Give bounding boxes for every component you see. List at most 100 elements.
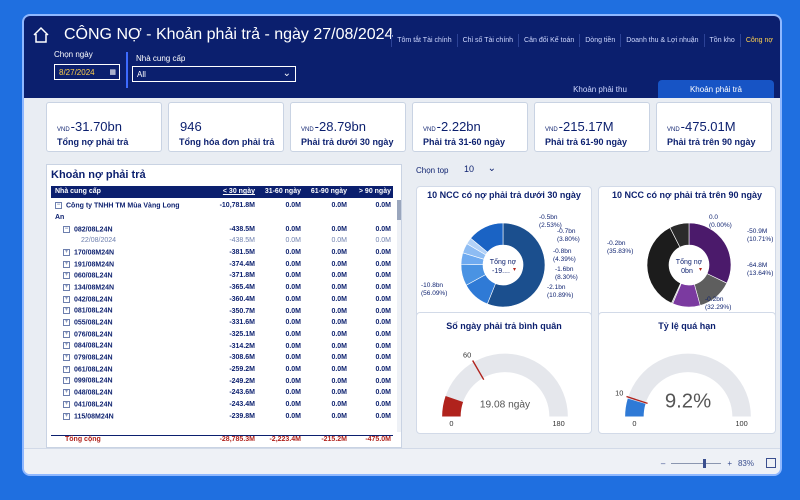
zoom-slider[interactable] [671, 459, 722, 468]
kpi-caption: Phải trả 61-90 ngày [545, 137, 628, 147]
row-name: 099/08L24N [74, 377, 113, 385]
row-name: An [55, 214, 65, 222]
table-scrollbar[interactable] [397, 200, 401, 432]
slice-label: -0.7bn (3.80%) [557, 228, 580, 243]
fit-to-page-icon[interactable] [766, 458, 776, 468]
table-row[interactable]: −082/08L24N -438.5M 0.0M 0.0M 0.0M [51, 223, 393, 235]
expand-icon[interactable]: + [63, 295, 70, 303]
row-value: 0.0M [375, 249, 391, 257]
table-row[interactable]: +076/08L24N -325.1M 0.0M 0.0M 0.0M [51, 329, 393, 341]
donut-center-label: Tổng nợ [676, 258, 703, 266]
donut-under-30-title: 10 NCC có nợ phải trả dưới 30 ngày [427, 190, 581, 200]
nav-tab[interactable]: Chỉ số Tài chính [456, 34, 518, 47]
table-row[interactable]: +048/08L24N -243.6M 0.0M 0.0M 0.0M [51, 387, 393, 399]
row-name-cell: +134/08M24N [51, 283, 207, 291]
table-row[interactable]: − Công ty TNHH TM Mùa Vàng Long -10,781.8M… [51, 200, 393, 212]
slice-label: -10.8bn (56.09%) [421, 282, 447, 297]
table-row[interactable]: 22/08/2024 -438.5M 0.0M 0.0M 0.0M [51, 235, 393, 247]
table-row[interactable]: +099/08L24N -249.2M 0.0M 0.0M 0.0M [51, 375, 393, 387]
date-picker[interactable]: 8/27/2024 ▦ [54, 64, 120, 80]
expand-icon[interactable]: + [63, 389, 70, 397]
row-value: 0.0M [331, 389, 347, 397]
row-name: 22/08/2024 [81, 237, 117, 245]
row-name: 082/08L24N [74, 225, 113, 233]
expand-icon[interactable]: + [63, 330, 70, 338]
table-row[interactable]: +055/08L24N -331.6M 0.0M 0.0M 0.0M [51, 317, 393, 329]
col-31-60[interactable]: 31-60 ngày [264, 188, 301, 195]
gauge-fill[interactable] [625, 398, 646, 417]
row-value: 0.0M [331, 272, 347, 280]
gauge-max-label: 180 [552, 419, 564, 428]
table-row[interactable]: +079/08L24N -308.6M 0.0M 0.0M 0.0M [51, 352, 393, 364]
total-31-60: -2,223.4M [269, 436, 301, 443]
nav-tab[interactable]: Công nợ [739, 34, 778, 47]
home-icon[interactable] [32, 26, 50, 44]
donut-over-90-chart[interactable]: Tổng nợ 0bn -0.2bn (35.83%) 0.0 (0.00%) -50.9M… [599, 187, 777, 327]
kpi-card: VND-31.70bn Tổng nợ phải trả [46, 102, 162, 152]
zoom-in-button[interactable]: + [727, 459, 732, 468]
table-row[interactable]: +081/08L24N -350.7M 0.0M 0.0M 0.0M [51, 305, 393, 317]
expand-icon[interactable]: + [63, 400, 70, 408]
table-row[interactable]: +191/08M24N -374.4M 0.0M 0.0M 0.0M [51, 258, 393, 270]
table-row[interactable]: +170/08M24N -381.5M 0.0M 0.0M 0.0M [51, 247, 393, 259]
table-row[interactable]: +060/08L24N -371.8M 0.0M 0.0M 0.0M [51, 270, 393, 282]
col-supplier[interactable]: Nhà cung cấp [55, 188, 101, 195]
row-value: 0.0M [331, 365, 347, 373]
col-over-90[interactable]: > 90 ngày [358, 188, 391, 195]
gauge-overdue-chart[interactable]: 10 9.2% 0 100 [599, 313, 777, 435]
topn-select[interactable]: 10 ⌄ [464, 163, 496, 178]
expand-icon[interactable]: + [63, 307, 70, 315]
table-row[interactable]: +115/08M24N -239.8M 0.0M 0.0M 0.0M [51, 410, 393, 422]
row-value: -365.4M [229, 284, 255, 292]
row-value: 0.0M [331, 284, 347, 292]
table-row[interactable]: +084/08L24N -314.2M 0.0M 0.0M 0.0M [51, 340, 393, 352]
zoom-out-button[interactable]: – [660, 459, 666, 468]
expand-icon[interactable]: + [63, 283, 70, 291]
row-value: 0.0M [331, 401, 347, 409]
table-row[interactable]: +061/08L24N -259.2M 0.0M 0.0M 0.0M [51, 364, 393, 376]
scroll-thumb[interactable] [397, 200, 401, 220]
gauge-fill[interactable] [442, 395, 464, 417]
nav-tab[interactable]: Cân đối Kế toán [518, 34, 579, 47]
expand-icon[interactable]: + [63, 248, 70, 256]
gauge-min-label: 0 [632, 419, 636, 428]
table-row[interactable]: +134/08M24N -365.4M 0.0M 0.0M 0.0M [51, 282, 393, 294]
expand-icon[interactable]: + [63, 319, 70, 327]
expand-icon[interactable]: + [63, 365, 70, 373]
zoom-knob[interactable] [703, 459, 707, 468]
donut-slice[interactable] [470, 222, 504, 253]
nav-tab[interactable]: Tôm tắt Tài chính [391, 34, 456, 47]
supplier-select[interactable]: All ⌄ [132, 66, 296, 82]
row-value: -438.5M [229, 237, 255, 245]
expand-icon[interactable]: + [63, 354, 70, 362]
col-under-30[interactable]: < 30 ngày [222, 188, 255, 195]
table-row[interactable]: +042/08L24N -360.4M 0.0M 0.0M 0.0M [51, 294, 393, 306]
calendar-icon[interactable]: ▦ [109, 69, 116, 76]
collapse-icon[interactable]: − [55, 202, 62, 210]
expand-icon[interactable]: + [63, 377, 70, 385]
slice-label: -0.2bn (32.29%) [705, 296, 731, 311]
payables-table: Khoản nợ phải trả Nhà cung cấp < 30 ngày… [46, 164, 402, 448]
expand-icon[interactable]: + [63, 260, 70, 268]
nav-tab[interactable]: Tồn kho [703, 34, 740, 47]
filter-divider [126, 52, 128, 88]
row-name: 076/08L24N [74, 331, 113, 339]
row-value: 0.0M [285, 225, 301, 233]
nav-tab[interactable]: Doanh thu & Lợi nhuận [620, 34, 703, 47]
tab-receivable[interactable]: Khoản phải thu [573, 85, 627, 94]
donut-under-30-chart[interactable]: Tổng nợ -19.... -10.8bn (56.09%) -0.5bn (2.53… [417, 187, 593, 327]
zoom-level: 83% [737, 459, 754, 468]
nav-tab[interactable]: Dòng tiền [579, 34, 620, 47]
expand-icon[interactable]: + [63, 272, 70, 280]
row-value: -438.5M [229, 225, 255, 233]
expand-icon[interactable]: + [63, 342, 70, 350]
expand-icon[interactable]: + [63, 412, 70, 420]
collapse-icon[interactable]: − [63, 225, 70, 233]
table-row[interactable]: An [51, 212, 393, 224]
tab-payable[interactable]: Khoản phải trả [658, 80, 774, 98]
col-61-90[interactable]: 61-90 ngày [310, 188, 347, 195]
table-row[interactable]: +041/08L24N -243.4M 0.0M 0.0M 0.0M [51, 399, 393, 411]
status-bar: – + 83% [24, 448, 780, 474]
gauge-days-chart[interactable]: 60 19.08 ngày 0 180 [417, 313, 593, 435]
row-value: 0.0M [375, 330, 391, 338]
